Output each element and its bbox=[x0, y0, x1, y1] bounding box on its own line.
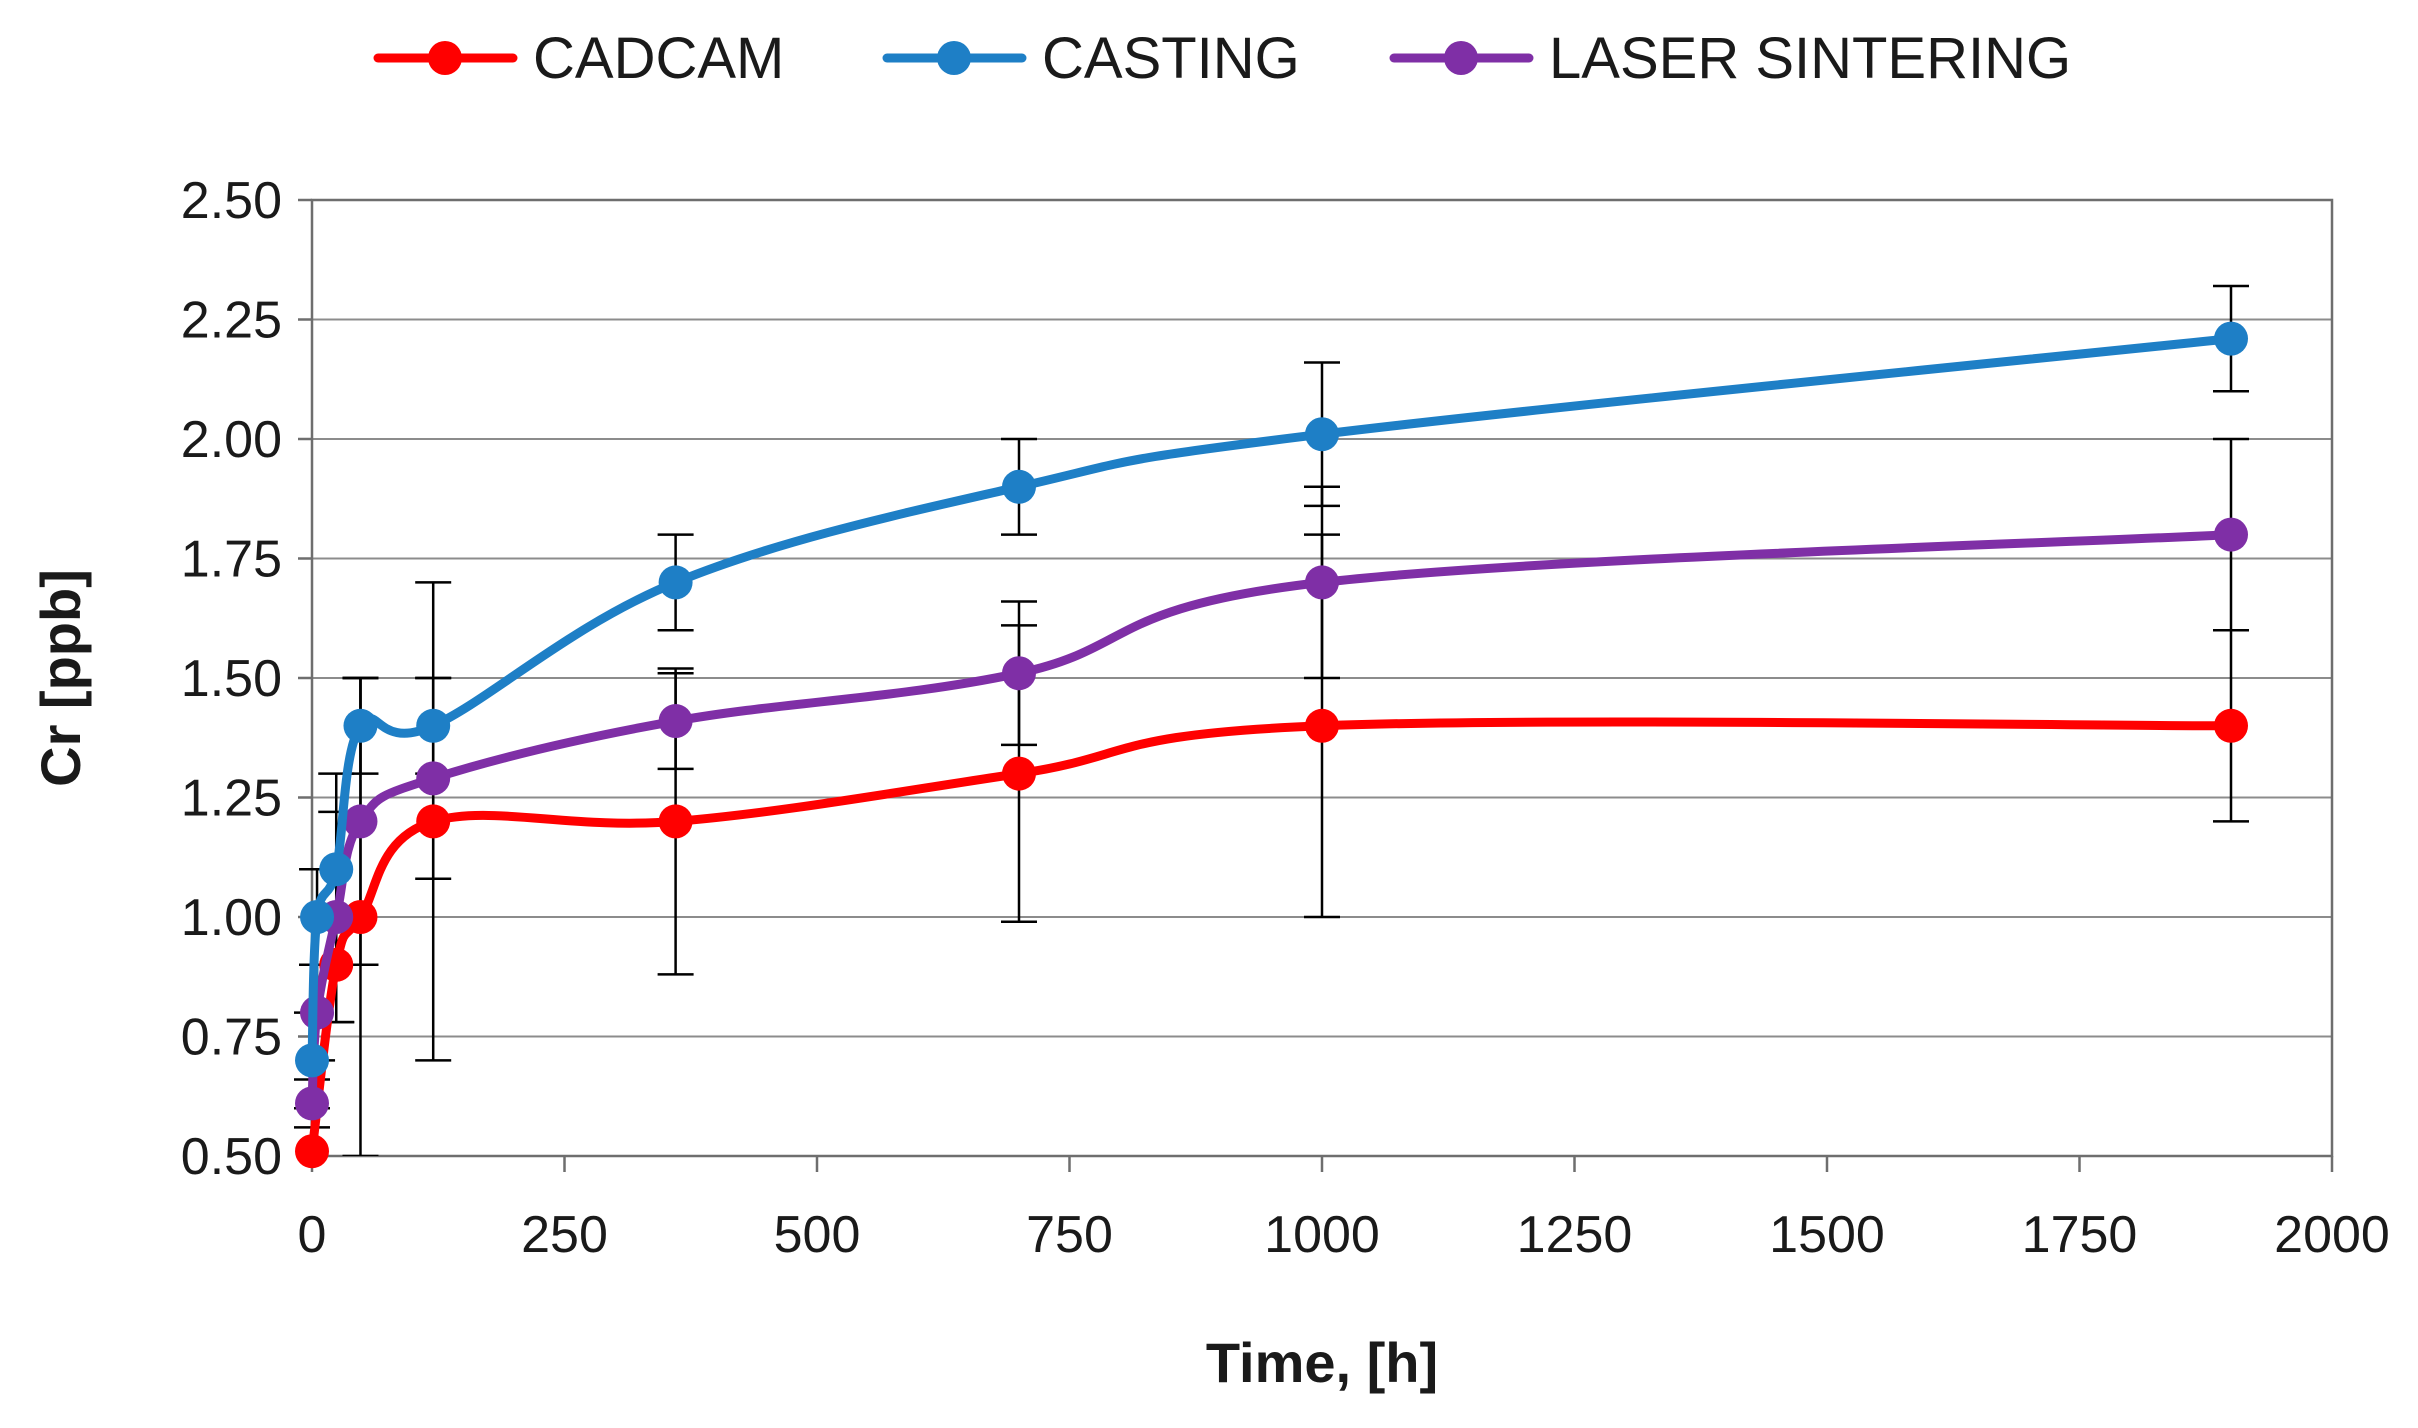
data-point-casting bbox=[295, 1043, 329, 1078]
x-tick-label: 1250 bbox=[1517, 1206, 1633, 1264]
data-point-cadcam bbox=[295, 1134, 329, 1169]
x-tick-label: 750 bbox=[1026, 1206, 1113, 1264]
legend-label-casting: CASTING bbox=[1042, 26, 1300, 91]
x-tick-label: 250 bbox=[521, 1206, 608, 1264]
y-tick-label: 1.25 bbox=[181, 770, 282, 828]
data-point-cadcam bbox=[1002, 756, 1036, 791]
legend-label-laser-sintering: LASER SINTERING bbox=[1549, 26, 2071, 91]
data-point-casting bbox=[319, 852, 354, 887]
x-axis-title: Time, [h] bbox=[1206, 1331, 1438, 1394]
data-point-laser-sintering bbox=[295, 1086, 329, 1121]
y-axis-title: Cr [ppb] bbox=[29, 569, 92, 787]
x-tick-label: 1750 bbox=[2022, 1206, 2138, 1264]
data-point-laser-sintering bbox=[2214, 517, 2248, 552]
y-tick-label: 1.00 bbox=[181, 889, 282, 947]
y-tick-label: 2.00 bbox=[181, 411, 282, 469]
x-tick-label: 1000 bbox=[1264, 1206, 1380, 1264]
data-point-cadcam bbox=[343, 900, 378, 934]
data-point-casting bbox=[300, 900, 335, 934]
data-point-laser-sintering bbox=[343, 804, 378, 839]
series-line-cadcam bbox=[307, 717, 2236, 1156]
data-point-casting bbox=[1002, 469, 1036, 504]
data-point-cadcam bbox=[416, 804, 451, 839]
data-point-laser-sintering bbox=[1305, 565, 1339, 600]
x-tick-label: 1500 bbox=[1769, 1206, 1885, 1264]
data-point-cadcam bbox=[2214, 708, 2248, 743]
data-point-laser-sintering bbox=[1002, 656, 1036, 691]
data-point-cadcam bbox=[658, 804, 693, 839]
legend-label-cadcam: CADCAM bbox=[533, 26, 784, 91]
data-point-casting bbox=[658, 565, 693, 600]
x-tick-label: 2000 bbox=[2274, 1206, 2390, 1264]
data-point-casting bbox=[1305, 417, 1339, 452]
y-tick-label: 1.50 bbox=[181, 650, 282, 708]
data-point-cadcam bbox=[1305, 708, 1339, 743]
data-point-casting bbox=[416, 708, 451, 743]
y-tick-label: 0.75 bbox=[181, 1009, 282, 1067]
data-point-casting bbox=[343, 708, 378, 743]
data-point-laser-sintering bbox=[658, 704, 693, 739]
y-tick-label: 2.25 bbox=[181, 292, 282, 350]
y-tick-label: 0.50 bbox=[181, 1128, 282, 1186]
legend-marker-casting bbox=[937, 41, 971, 75]
y-tick-label: 1.75 bbox=[181, 531, 282, 589]
x-tick-label: 500 bbox=[774, 1206, 861, 1264]
y-tick-label: 2.50 bbox=[181, 172, 282, 230]
data-point-laser-sintering bbox=[416, 761, 451, 796]
legend-marker-laser-sintering bbox=[1444, 41, 1478, 75]
x-tick-label: 0 bbox=[298, 1206, 327, 1264]
data-point-casting bbox=[2214, 321, 2248, 356]
legend-marker-cadcam bbox=[428, 41, 462, 75]
